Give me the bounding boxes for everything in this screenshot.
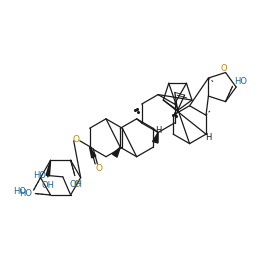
Text: HO: HO xyxy=(234,77,247,86)
Text: OH: OH xyxy=(41,181,54,190)
Text: OH: OH xyxy=(69,180,82,189)
Polygon shape xyxy=(112,147,120,157)
Text: H: H xyxy=(206,133,212,142)
Text: H: H xyxy=(155,126,161,135)
Text: O: O xyxy=(72,135,79,144)
Text: HO: HO xyxy=(14,187,27,196)
Polygon shape xyxy=(90,147,96,158)
Text: O: O xyxy=(221,64,227,73)
Polygon shape xyxy=(46,160,51,176)
Text: O: O xyxy=(96,164,103,174)
Text: HO: HO xyxy=(19,189,32,198)
Text: O: O xyxy=(74,179,81,188)
Polygon shape xyxy=(153,132,158,143)
Text: HO: HO xyxy=(33,171,46,180)
